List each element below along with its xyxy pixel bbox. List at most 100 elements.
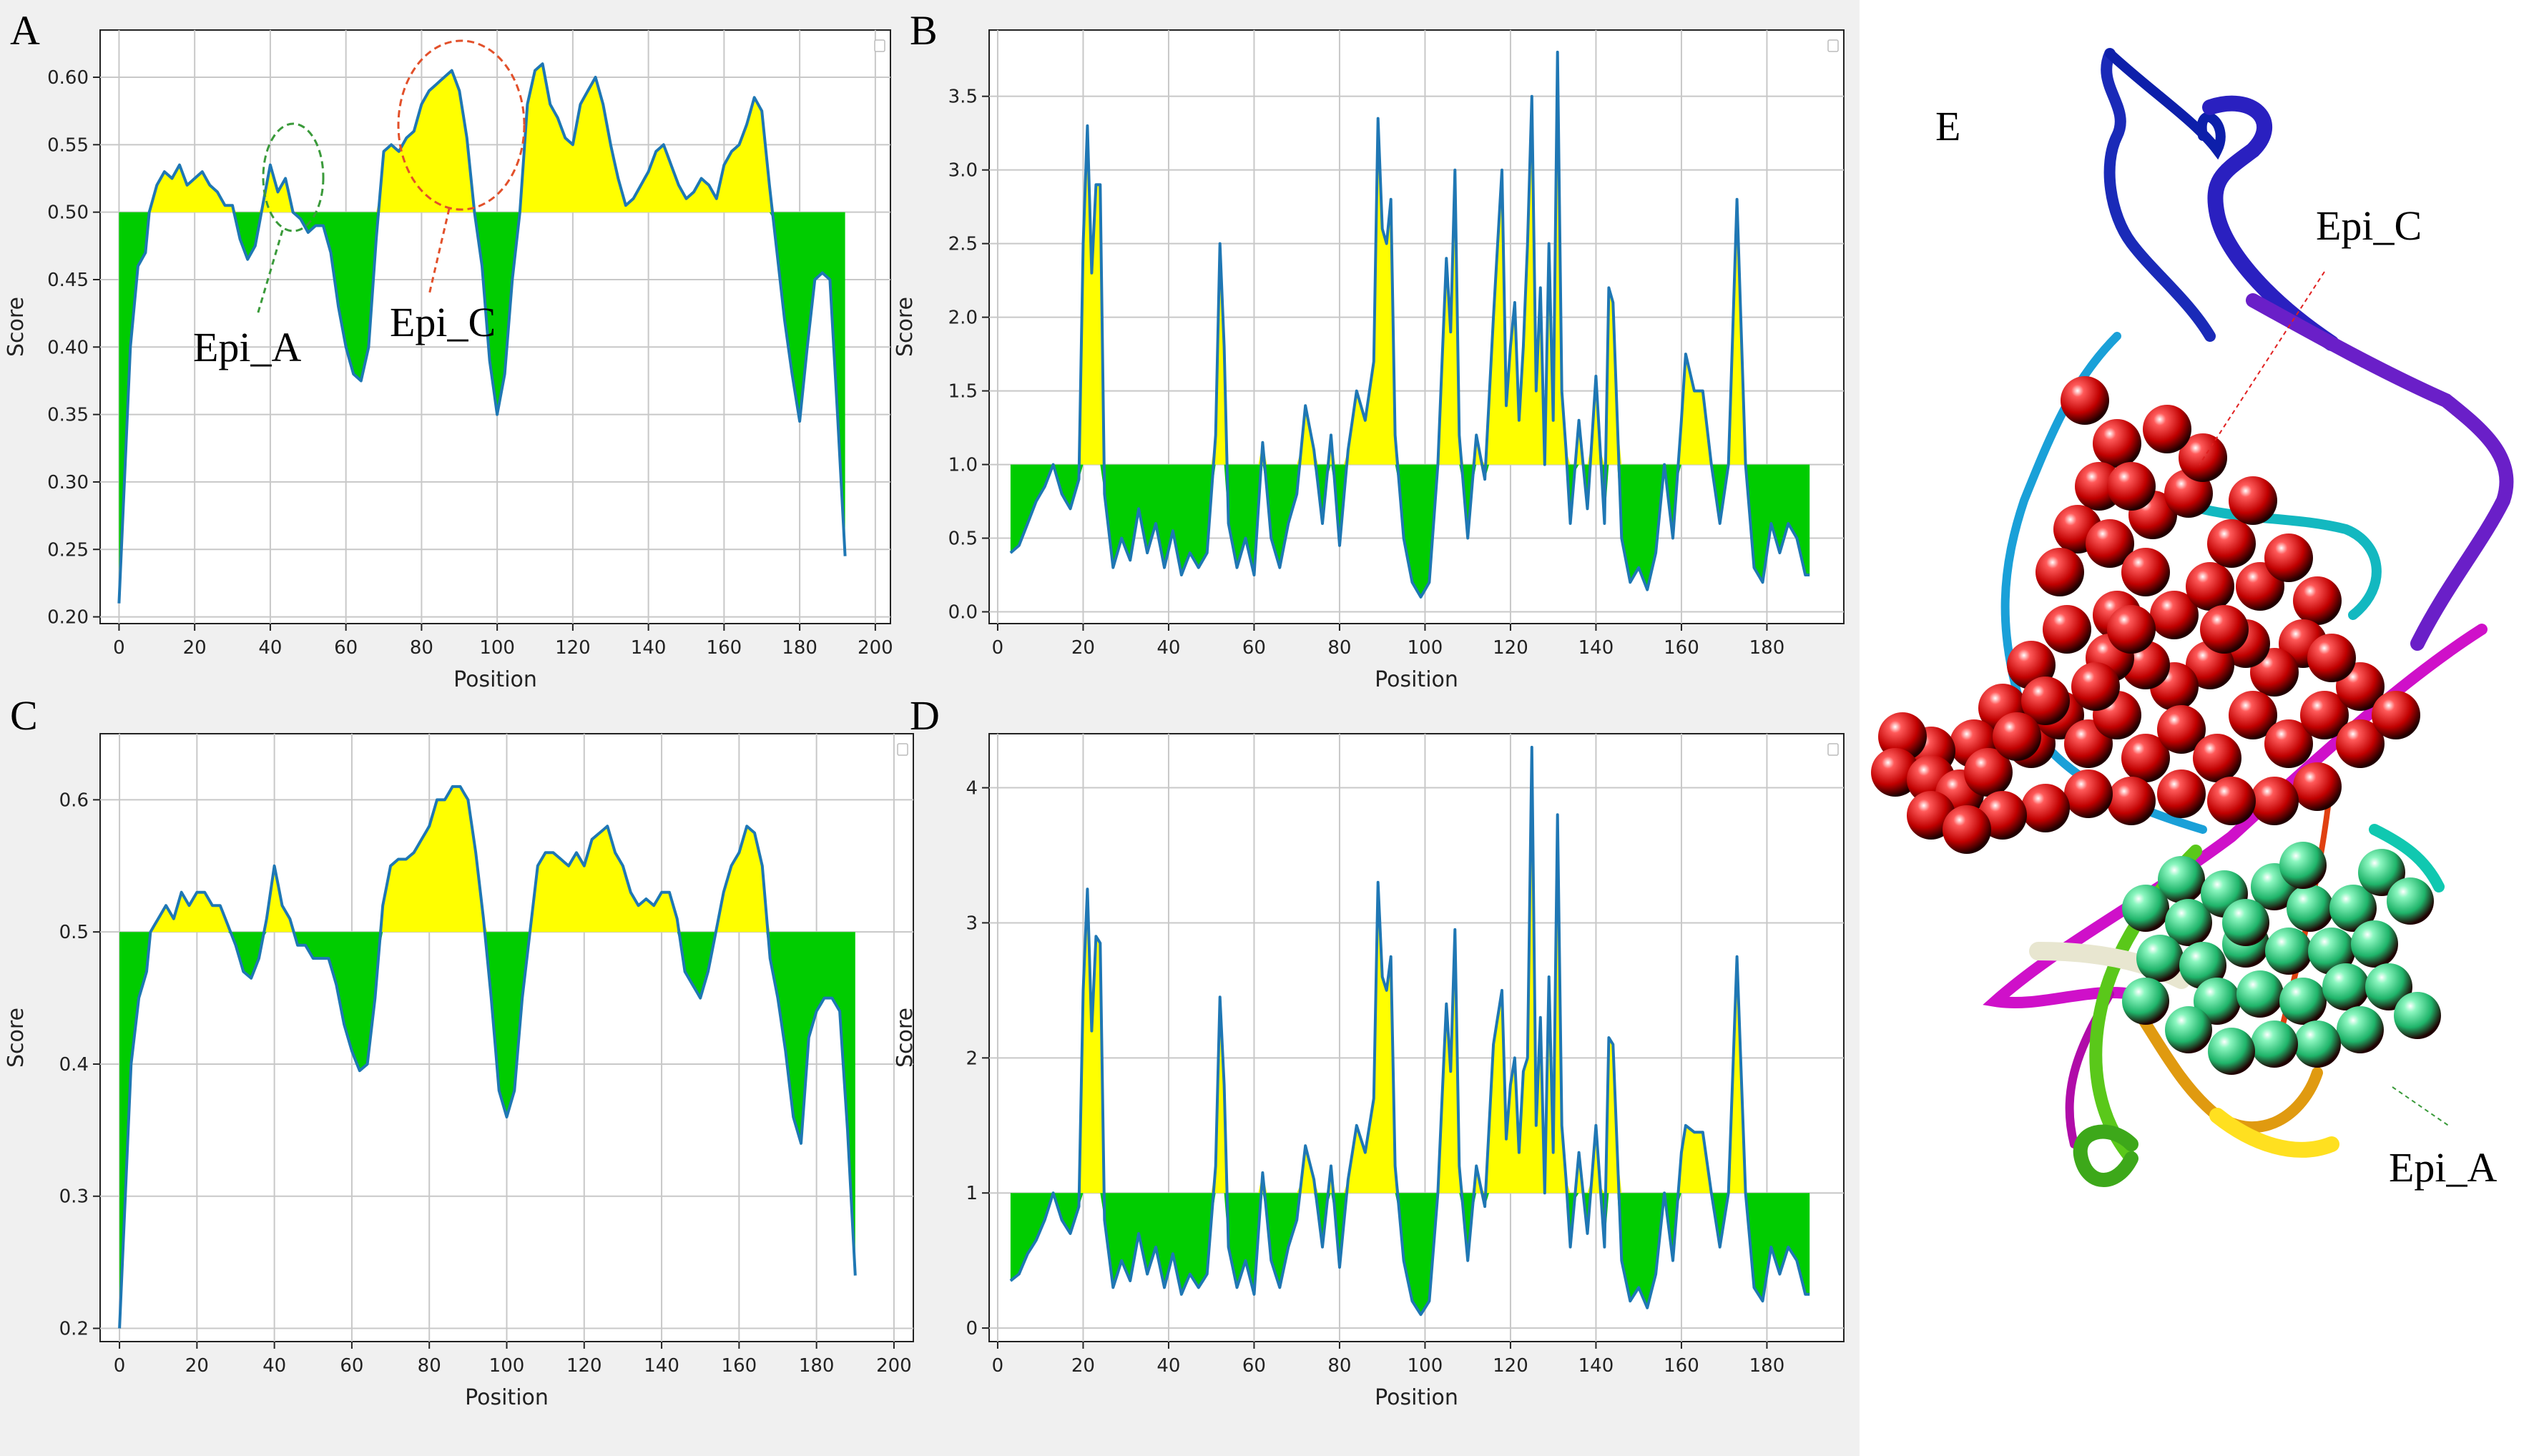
epi-c-sphere — [2264, 533, 2313, 582]
x-tick-label-c: 140 — [644, 1355, 679, 1377]
x-tick-label-a: 40 — [258, 637, 282, 659]
y-tick-label-d: 1 — [966, 1183, 978, 1204]
x-tick-label-d: 20 — [1071, 1355, 1095, 1377]
legend-box-d — [1827, 743, 1839, 756]
y-tick-label-b: 1.5 — [948, 381, 978, 403]
epi-c-label-panel-a: Epi_C — [390, 299, 496, 345]
x-tick-label-a: 80 — [410, 637, 433, 659]
panel-letter-c: C — [10, 692, 38, 739]
y-axis-label-d: Score — [893, 1008, 918, 1068]
x-tick-label-b: 80 — [1327, 637, 1351, 659]
x-tick-label-d: 80 — [1327, 1355, 1351, 1377]
x-tick-label-c: 60 — [340, 1355, 363, 1377]
above-threshold-fill-a — [119, 64, 845, 212]
x-tick-label-b: 40 — [1156, 637, 1180, 659]
epi-a-sphere — [2222, 899, 2269, 946]
y-tick-label-c: 0.6 — [59, 790, 89, 811]
epi-c-sphere — [2250, 777, 2299, 825]
x-tick-label-c: 180 — [799, 1355, 835, 1377]
epi-c-sphere — [2035, 548, 2084, 596]
epi-c-sphere — [2157, 705, 2206, 754]
epi-c-sphere — [2186, 562, 2234, 611]
score-line-d — [1009, 745, 1810, 1317]
epi-a-sphere — [2208, 1028, 2255, 1075]
score-line-b — [1009, 50, 1810, 599]
epi-c-sphere — [2372, 691, 2420, 739]
epi-a-sphere — [2351, 920, 2398, 968]
epi-a-sphere — [2287, 885, 2334, 932]
epi-c-sphere — [2307, 634, 2356, 682]
y-axis-label-a: Score — [4, 297, 29, 357]
y-tick-label-b: 3.5 — [948, 87, 978, 108]
y-tick-label-c: 0.5 — [59, 922, 89, 943]
plot-panel-d: 0 20 40 60 80 100 120 140 160 180 0 1 2 3 4 Position Sco… — [893, 733, 1845, 1410]
epi-c-sphere — [2264, 719, 2313, 768]
protein-structure-panel-e — [1871, 48, 2514, 1187]
epi-a-sphere — [2179, 942, 2226, 989]
epi-a-sphere — [2122, 885, 2169, 932]
epi-a-pointer-panel-e — [2392, 1086, 2450, 1127]
x-tick-label-d: 140 — [1578, 1355, 1614, 1377]
x-tick-label-c: 20 — [185, 1355, 209, 1377]
ribbon-segment-navy — [2202, 95, 2339, 351]
score-line-a — [117, 62, 847, 604]
x-tick-label-c: 80 — [418, 1355, 441, 1377]
epi-c-sphere — [2300, 691, 2349, 739]
epi-c-sphere — [1964, 748, 2013, 797]
y-tick-label-a: 0.55 — [47, 134, 89, 156]
below-threshold-fill-c — [119, 932, 855, 1329]
epi-a-sphere — [2236, 970, 2284, 1018]
legend-box-b — [1827, 39, 1839, 52]
y-tick-label-a: 0.60 — [47, 67, 89, 89]
x-axis-label-c: Position — [465, 1385, 549, 1410]
epi-c-sphere — [2150, 591, 2199, 639]
epi-c-sphere — [2293, 576, 2342, 625]
plot-panel-c: 0 20 40 60 80 100 120 140 160 180 200 0.2 0.3 0.4 0.5 0… — [4, 733, 914, 1410]
y-axis-label-c: Score — [4, 1008, 29, 1068]
x-tick-label-d: 160 — [1664, 1355, 1699, 1377]
x-tick-label-a: 180 — [782, 637, 817, 659]
x-tick-label-a: 20 — [183, 637, 207, 659]
epi-c-sphere — [2043, 605, 2091, 654]
epi-a-sphere — [2122, 978, 2169, 1025]
epi-a-sphere — [2165, 1006, 2212, 1053]
x-tick-label-a: 200 — [858, 637, 893, 659]
y-tick-label-a: 0.40 — [47, 337, 89, 358]
epi-c-sphere — [2071, 662, 2120, 711]
y-tick-label-b: 2.0 — [948, 308, 978, 329]
epi-c-pointer — [428, 208, 451, 295]
y-tick-label-b: 1.0 — [948, 455, 978, 476]
above-threshold-fill-d — [1010, 747, 1810, 1194]
panel-letter-a: A — [10, 7, 40, 54]
epi-a-sphere — [2322, 963, 2370, 1010]
epi-a-sphere — [2265, 928, 2312, 975]
ribbon-segment-teal-2 — [2369, 824, 2445, 892]
x-tick-label-a: 120 — [555, 637, 591, 659]
epi-c-sphere — [2143, 405, 2191, 453]
y-tick-label-c: 0.4 — [59, 1054, 89, 1076]
ribbon-segment-blue-2 — [2105, 49, 2226, 160]
y-tick-label-a: 0.50 — [47, 202, 89, 224]
panel-letter-b: B — [910, 7, 938, 54]
epi-c-sphere — [2107, 777, 2156, 825]
x-axis-label-a: Position — [453, 667, 537, 692]
legend-box-a — [874, 39, 885, 52]
x-tick-label-c: 0 — [114, 1355, 126, 1377]
y-axis-label-b: Score — [893, 297, 918, 357]
epi-a-sphere — [2158, 856, 2205, 903]
x-tick-label-b: 100 — [1408, 637, 1443, 659]
y-tick-label-d: 2 — [966, 1048, 978, 1069]
epi-c-sphere — [2229, 476, 2277, 525]
epi-c-sphere — [2193, 734, 2241, 782]
epi-c-label-panel-e: Epi_C — [2316, 202, 2422, 249]
epi-a-sphere — [2394, 992, 2441, 1039]
y-tick-label-c: 0.2 — [59, 1319, 89, 1340]
epi-c-sphere — [2061, 376, 2109, 425]
epi-c-sphere — [1943, 805, 1991, 854]
epi-c-pointer-panel-e — [2199, 271, 2325, 466]
above-threshold-fill-b — [1010, 51, 1810, 465]
y-tick-label-d: 0 — [966, 1318, 978, 1339]
epi-c-sphere — [2207, 519, 2256, 568]
y-tick-label-c: 0.3 — [59, 1186, 89, 1208]
y-tick-label-a: 0.45 — [47, 270, 89, 291]
